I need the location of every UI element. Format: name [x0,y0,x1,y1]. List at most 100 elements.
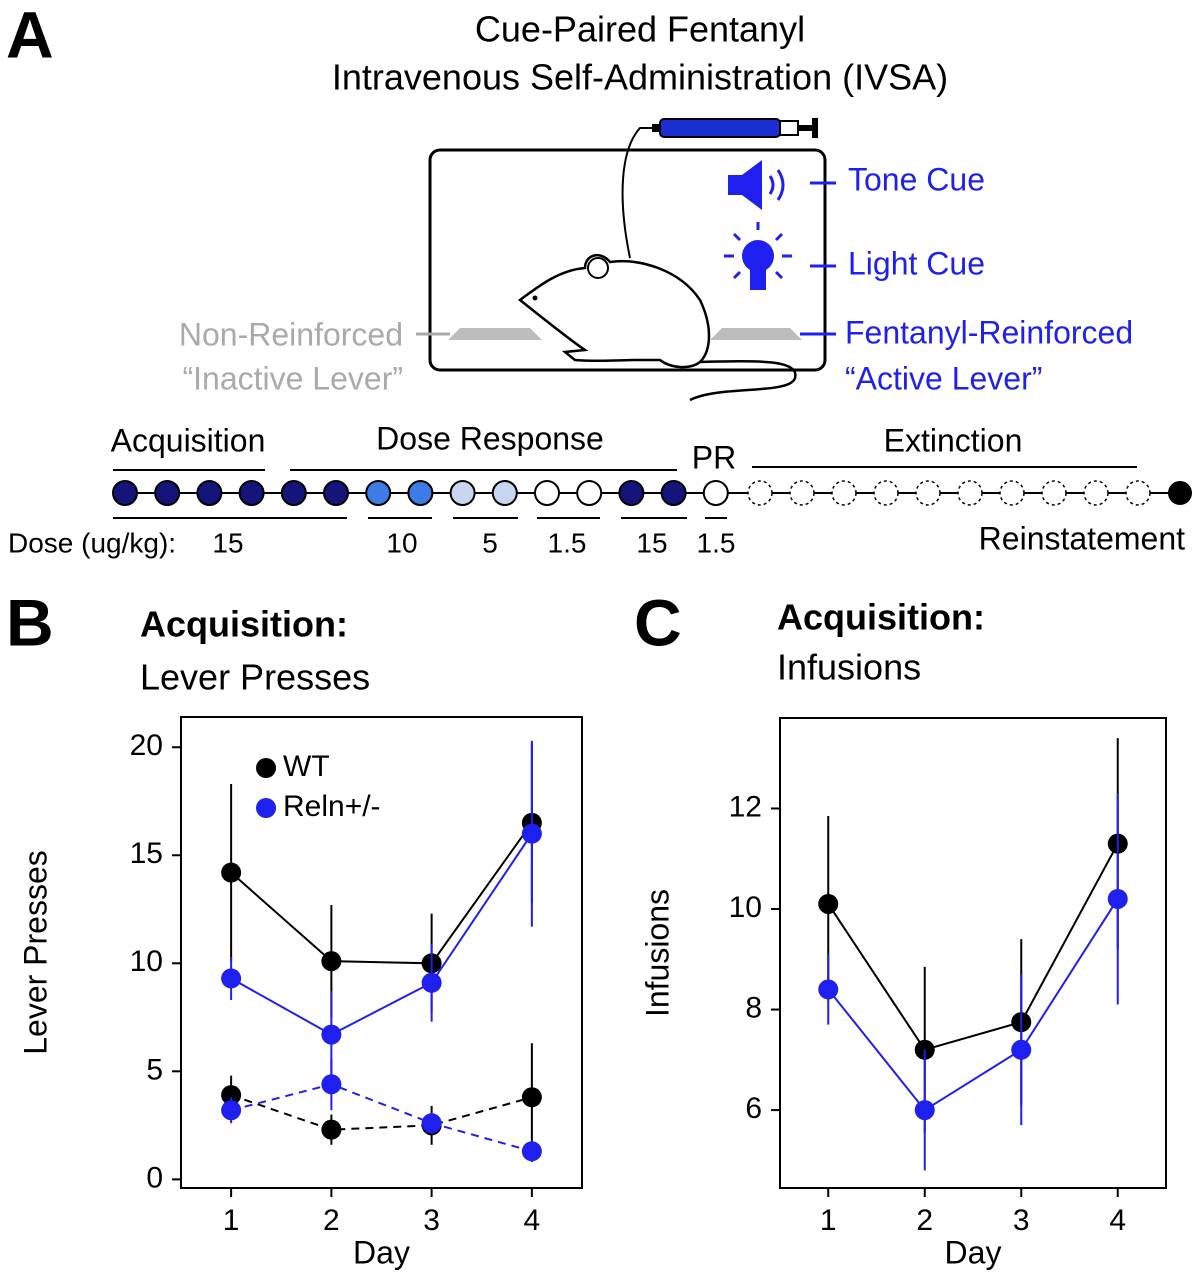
session [1041,480,1067,506]
phase-label: Dose Response [376,420,604,456]
x-tick-label: 1 [223,1204,240,1237]
plot-frame [180,716,583,1189]
session [999,480,1025,506]
dose-label: Dose (ug/kg): [8,527,176,558]
data-point [221,1085,242,1106]
x-tick-label: 3 [423,1204,440,1237]
diagram-title: Intravenous Self-Administration (IVSA) [332,57,948,98]
dose: 1.5 [548,527,587,558]
y-tick-label: 10 [729,891,762,924]
legend-marker [256,758,276,778]
active-lever-label: Fentanyl-Reinforced [845,314,1133,350]
session [280,480,307,506]
session [1125,480,1151,506]
chart-title: Acquisition: [140,604,348,645]
data-point [421,1113,442,1134]
panel-label: A [6,0,54,71]
session [112,480,138,506]
series-line [827,898,1119,1112]
plot-frame [779,717,1167,1189]
y-axis-label: Infusions [639,889,675,1017]
y-tick-label: 0 [146,1161,163,1194]
session [323,480,349,506]
chart-title: Acquisition: [777,597,985,638]
data-point [321,1074,342,1095]
chart-subtitle: Lever Presses [140,657,370,698]
series-line [230,822,533,965]
y-tick-label: 6 [745,1092,762,1125]
panel-label: B [6,585,54,659]
end-label: Reinstatement [979,520,1185,556]
phase-label: Extinction [884,422,1023,458]
inactive-lever-label: Non-Reinforced [179,316,403,352]
x-axis-label: Day [945,1234,1002,1270]
dose: 15 [636,527,667,558]
y-axis-label: Lever Presses [17,850,53,1055]
y-tick-label: 8 [745,991,762,1024]
y-tick-label: 12 [729,790,762,823]
session [618,480,645,506]
data-point [521,1141,542,1162]
session [238,480,265,506]
x-tick-label: 3 [1013,1204,1030,1237]
session [576,480,603,506]
session [702,480,729,506]
dose: 10 [386,527,417,558]
session [747,480,773,506]
data-point [321,951,342,972]
session [957,480,983,506]
cue-label: Tone Cue [848,161,985,197]
dose: 5 [482,527,498,558]
session [831,480,857,506]
data-point [521,823,542,844]
session [491,480,518,506]
session [407,480,434,506]
session [915,480,941,506]
chart-subtitle: Infusions [777,647,921,688]
inactive-lever-label: “Inactive Lever” [182,360,403,396]
x-tick-label: 2 [916,1204,933,1237]
data-point [221,1100,242,1121]
data-point [1107,888,1128,909]
sessions [112,480,1192,506]
x-tick-label: 4 [1109,1204,1126,1237]
dose: 15 [212,527,243,558]
y-tick-label: 10 [130,945,163,978]
legend-label: WT [283,750,330,783]
dose: 1.5 [697,527,736,558]
session [365,480,392,506]
series-line [230,833,533,1036]
phase-label: Acquisition [111,422,266,458]
x-tick-label: 4 [524,1204,541,1237]
data-point [1011,1039,1032,1060]
data-point [421,972,442,993]
data-point [321,1024,342,1045]
legend-label: Reln+/- [283,790,381,823]
x-axis-label: Day [353,1234,410,1270]
series-line [230,1083,533,1153]
session [1168,481,1192,505]
data-point [914,1100,935,1121]
y-tick-label: 20 [130,729,163,762]
y-tick-label: 5 [146,1053,163,1086]
data-point [221,968,242,989]
panel-label: C [634,585,682,659]
data-point [521,1087,542,1108]
session [660,480,687,506]
session [534,480,560,506]
session [154,480,181,506]
data-point [221,862,242,883]
x-tick-label: 2 [323,1204,340,1237]
active-lever-label: “Active Lever” [845,360,1042,396]
data-point [321,1119,342,1140]
session [196,480,223,506]
legend-marker [256,798,276,818]
phase-label: PR [692,439,736,475]
y-tick-label: 15 [130,837,163,870]
data-point [818,893,839,914]
session [1083,480,1109,506]
cue-label: Light Cue [848,245,985,281]
diagram-title: Cue-Paired Fentanyl [475,9,805,50]
session [449,480,476,506]
